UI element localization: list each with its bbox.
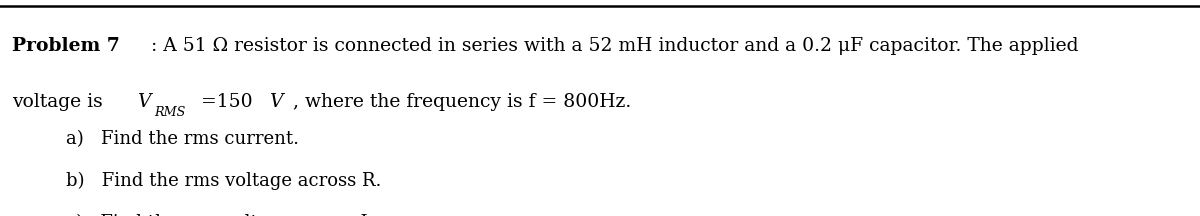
Text: , where the frequency is f = 800Hz.: , where the frequency is f = 800Hz. (287, 93, 631, 111)
Text: b)   Find the rms voltage across R.: b) Find the rms voltage across R. (66, 172, 382, 190)
Text: RMS: RMS (155, 106, 186, 119)
Text: : A 51 Ω resistor is connected in series with a 52 mH inductor and a 0.2 μF capa: : A 51 Ω resistor is connected in series… (151, 37, 1079, 55)
Text: voltage is: voltage is (12, 93, 109, 111)
Text: Problem 7: Problem 7 (12, 37, 120, 55)
Text: =150: =150 (194, 93, 252, 111)
Text: c)   Find the rms voltage across L.: c) Find the rms voltage across L. (66, 214, 378, 216)
Text: V: V (269, 93, 282, 111)
Text: V: V (137, 93, 150, 111)
Text: a)   Find the rms current.: a) Find the rms current. (66, 130, 299, 148)
